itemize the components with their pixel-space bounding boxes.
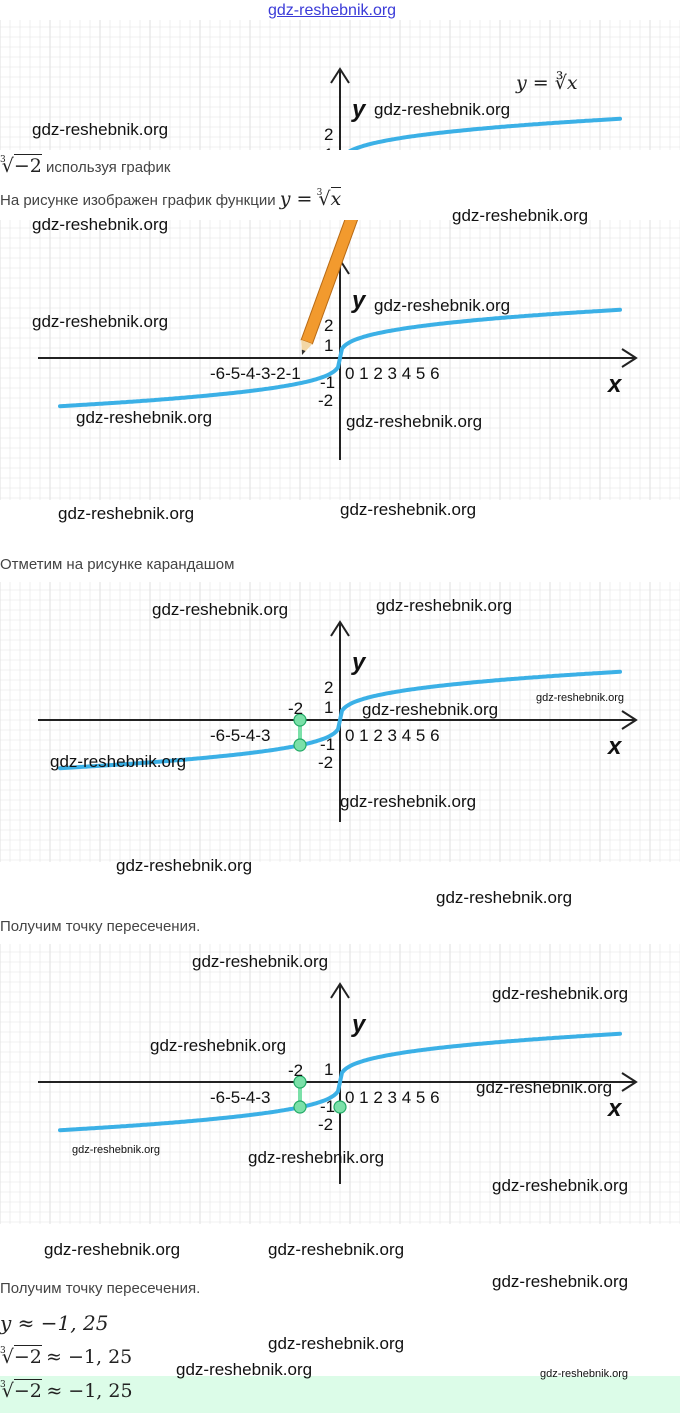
graph-svg: xy-6-5-4-3 0 1 2 3 4 5 61-1-2-2: [0, 944, 680, 1224]
x-axis-arrow-icon: [621, 1072, 638, 1092]
answer-text: 3√−2 ≈ −1, 25: [0, 1379, 133, 1402]
y-axis-label: y: [351, 1011, 367, 1038]
watermark: gdz-reshebnik.org: [44, 1240, 181, 1259]
function-curve: [58, 307, 622, 409]
x-tick-labels-negative: -6-5-4-3-2-1: [210, 364, 301, 383]
graph-panel-header: xy-6-5-4-3-2-10 1 2 3 4 5 621-1-2: [0, 20, 680, 150]
watermark: gdz-reshebnik.org: [374, 100, 511, 119]
y-tick-label: 1: [324, 1060, 333, 1079]
point-label: -2: [288, 699, 303, 718]
x-tick-labels-positive: 0 1 2 3 4 5 6: [345, 726, 440, 745]
watermark: gdz-reshebnik.org: [116, 856, 253, 875]
watermark: gdz-reshebnik.org: [192, 952, 329, 971]
watermark: gdz-reshebnik.org: [76, 408, 213, 427]
intro-text: На рисунке изображен график функции y = …: [0, 187, 342, 210]
y-tick-label: -2: [318, 753, 333, 772]
watermark: gdz-reshebnik.org: [268, 1240, 405, 1259]
y-axis-arrow-icon: [330, 620, 350, 637]
x-tick-labels-positive: 0 1 2 3 4 5 6: [345, 364, 440, 383]
intersection-point-y: [333, 1100, 347, 1114]
watermark: gdz-reshebnik.org: [72, 1144, 161, 1156]
watermark: gdz-reshebnik.org: [32, 215, 169, 234]
result-root: 3√−2 ≈ −1, 25: [0, 1345, 133, 1368]
watermark: gdz-reshebnik.org: [32, 312, 169, 331]
x-axis-arrow-icon: [621, 348, 638, 368]
watermark: gdz-reshebnik.org: [492, 984, 629, 1003]
result-y: y ≈ −1, 25: [0, 1311, 109, 1335]
watermark: gdz-reshebnik.org: [32, 120, 169, 139]
graph-svg: xy-6-5-4-3-2-10 1 2 3 4 5 621-1-2: [0, 20, 680, 150]
watermark: gdz-reshebnik.org: [540, 1368, 629, 1380]
watermark: gdz-reshebnik.org: [374, 296, 511, 315]
watermark: gdz-reshebnik.org: [492, 1176, 629, 1195]
y-tick-label: 1: [324, 698, 333, 717]
y-tick-label: -2: [318, 1115, 333, 1134]
step-pencil: Отметим на рисунке карандашом: [0, 556, 235, 573]
x-axis-label: x: [606, 733, 623, 760]
watermark: gdz-reshebnik.org: [152, 600, 289, 619]
task-text: 3√−2 используя график: [0, 154, 171, 177]
curve-point: [293, 1100, 307, 1114]
watermark: gdz-reshebnik.org: [268, 1334, 405, 1353]
y-axis-label: y: [351, 649, 367, 676]
watermark: gdz-reshebnik.org: [150, 1036, 287, 1055]
watermark: gdz-reshebnik.org: [436, 888, 573, 907]
marked-point-x: [293, 713, 307, 727]
watermark: gdz-reshebnik.org: [176, 1360, 313, 1379]
function-curve: [58, 1031, 622, 1133]
graph-panel-intersection: x y -6-5-4-3 0 1 2 3 4 5 6 1 -1 -2 -2: [0, 944, 680, 1224]
function-curve: [347, 116, 622, 150]
watermark: gdz-reshebnik.org: [50, 752, 187, 771]
y-tick-label: -2: [318, 391, 333, 410]
graph-panel-marked: x y -6-5-4-3 0 1 2 3 4 5 6 2 1 -1 -2 -2: [0, 582, 680, 862]
answer-box: 3√−2 ≈ −1, 25: [0, 1376, 680, 1413]
pencil-icon: [300, 220, 361, 355]
y-tick-label: 2: [324, 316, 333, 335]
watermark: gdz-reshebnik.org: [376, 596, 513, 615]
y-axis-arrow-icon: [330, 982, 350, 999]
y-tick-label: 1: [324, 145, 333, 150]
y-axis-arrow-icon: [330, 67, 350, 84]
y-axis-label: y: [351, 287, 367, 314]
pencil-lead: [301, 349, 306, 355]
step-intersection-2: Получим точку пересечения.: [0, 1280, 201, 1297]
graph-svg: xy-6-5-4-3 0 1 2 3 4 5 621-1-2-2: [0, 582, 680, 862]
x-axis-arrow-icon: [621, 710, 638, 730]
y-tick-label: 2: [324, 678, 333, 697]
curve-point: [293, 738, 307, 752]
watermark: gdz-reshebnik.org: [248, 1148, 385, 1167]
watermark: gdz-reshebnik.org: [340, 500, 477, 519]
marked-point-x: [293, 1075, 307, 1089]
x-tick-labels-positive: 0 1 2 3 4 5 6: [345, 1088, 440, 1107]
x-tick-labels-negative: -6-5-4-3: [210, 1088, 270, 1107]
watermark: gdz-reshebnik.org: [340, 792, 477, 811]
watermark: gdz-reshebnik.org: [452, 206, 589, 225]
watermark: gdz-reshebnik.org: [476, 1078, 613, 1097]
step-intersection-1: Получим точку пересечения.: [0, 918, 201, 935]
x-tick-labels-negative: -6-5-4-3: [210, 726, 270, 745]
point-label: -2: [288, 1061, 303, 1080]
watermark: gdz-reshebnik.org: [362, 700, 499, 719]
x-axis-label: x: [606, 1095, 623, 1122]
header-formula: y = ∛x: [516, 72, 578, 94]
y-tick-label: 1: [324, 336, 333, 355]
x-axis-label: x: [606, 371, 623, 398]
site-link[interactable]: gdz-reshebnik.org: [268, 2, 397, 19]
y-axis-label: y: [351, 96, 367, 123]
y-tick-label: 2: [324, 125, 333, 144]
watermark: gdz-reshebnik.org: [536, 692, 625, 704]
watermark: gdz-reshebnik.org: [346, 412, 483, 431]
watermark: gdz-reshebnik.org: [492, 1272, 629, 1291]
function-curve: [58, 669, 622, 771]
watermark: gdz-reshebnik.org: [58, 504, 195, 523]
graph-panel-function: x y -6-5-4-3-2-1 0 1 2 3 4 5 6 2 1 -1 -2: [0, 220, 680, 500]
